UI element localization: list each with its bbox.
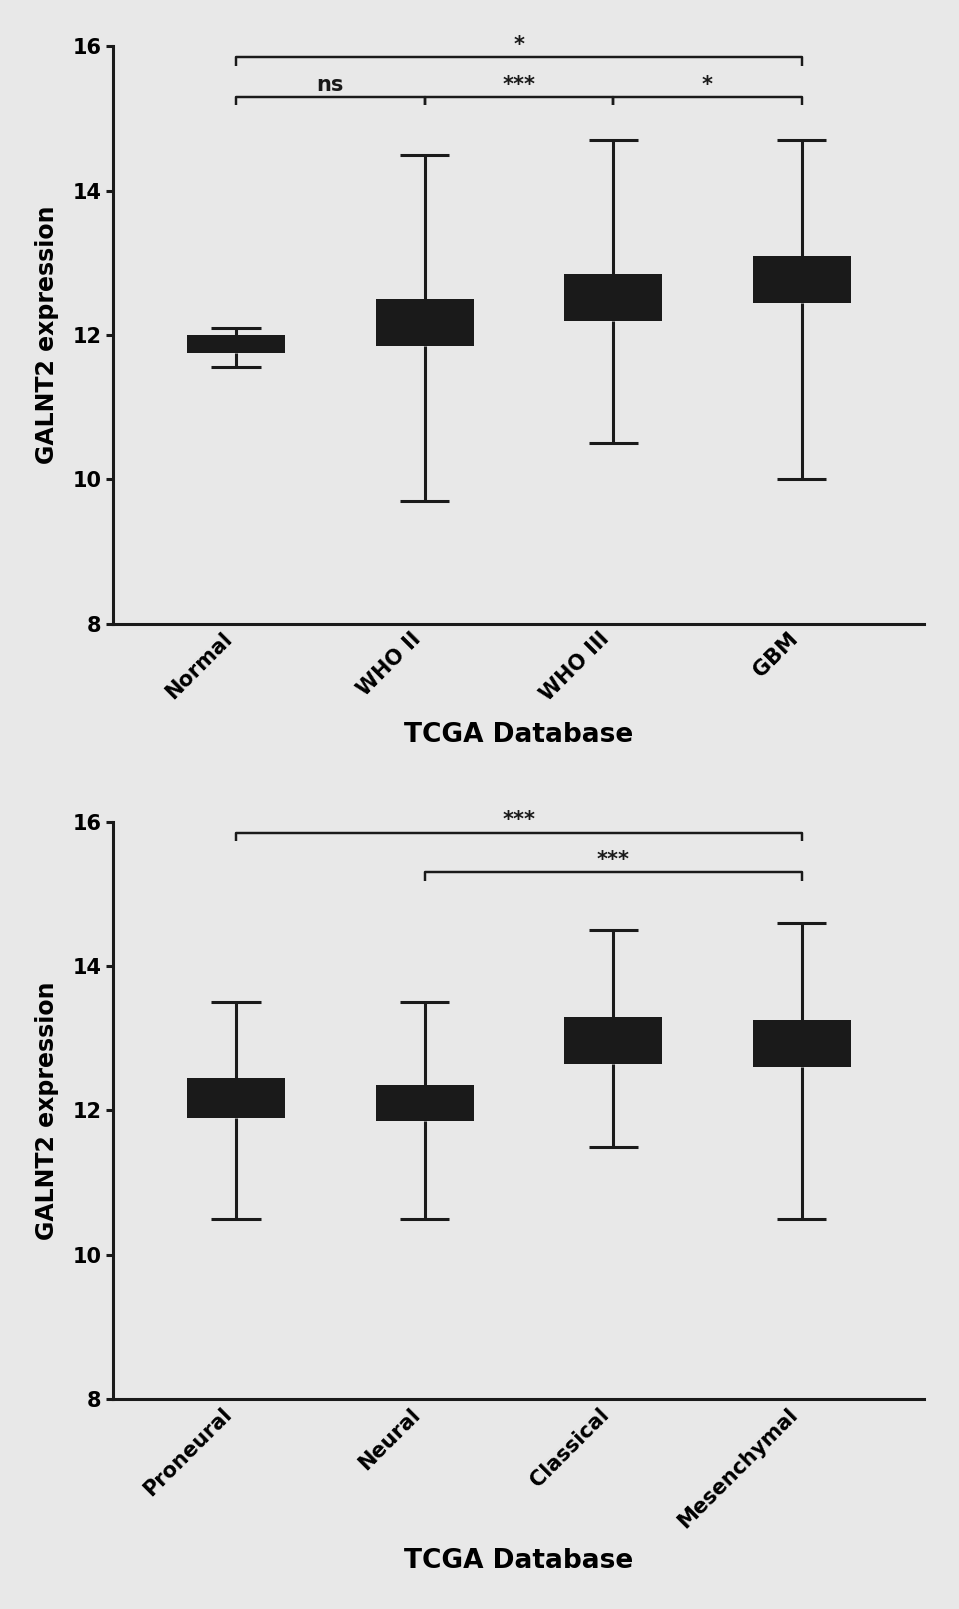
Bar — [376, 1084, 474, 1121]
X-axis label: TCGA Database: TCGA Database — [405, 1548, 634, 1574]
Text: ***: *** — [596, 850, 630, 870]
Bar — [376, 299, 474, 346]
Bar — [753, 256, 851, 302]
Bar — [564, 274, 662, 320]
Bar — [187, 1078, 285, 1118]
Bar — [187, 335, 285, 352]
Text: ***: *** — [503, 811, 535, 830]
Bar — [753, 1020, 851, 1067]
Text: *: * — [702, 74, 713, 95]
Text: ***: *** — [503, 74, 535, 95]
Y-axis label: GALNT2 expression: GALNT2 expression — [35, 206, 58, 465]
X-axis label: TCGA Database: TCGA Database — [405, 722, 634, 748]
Bar — [564, 1017, 662, 1064]
Y-axis label: GALNT2 expression: GALNT2 expression — [35, 981, 58, 1239]
Text: ns: ns — [316, 74, 344, 95]
Text: *: * — [513, 35, 525, 55]
